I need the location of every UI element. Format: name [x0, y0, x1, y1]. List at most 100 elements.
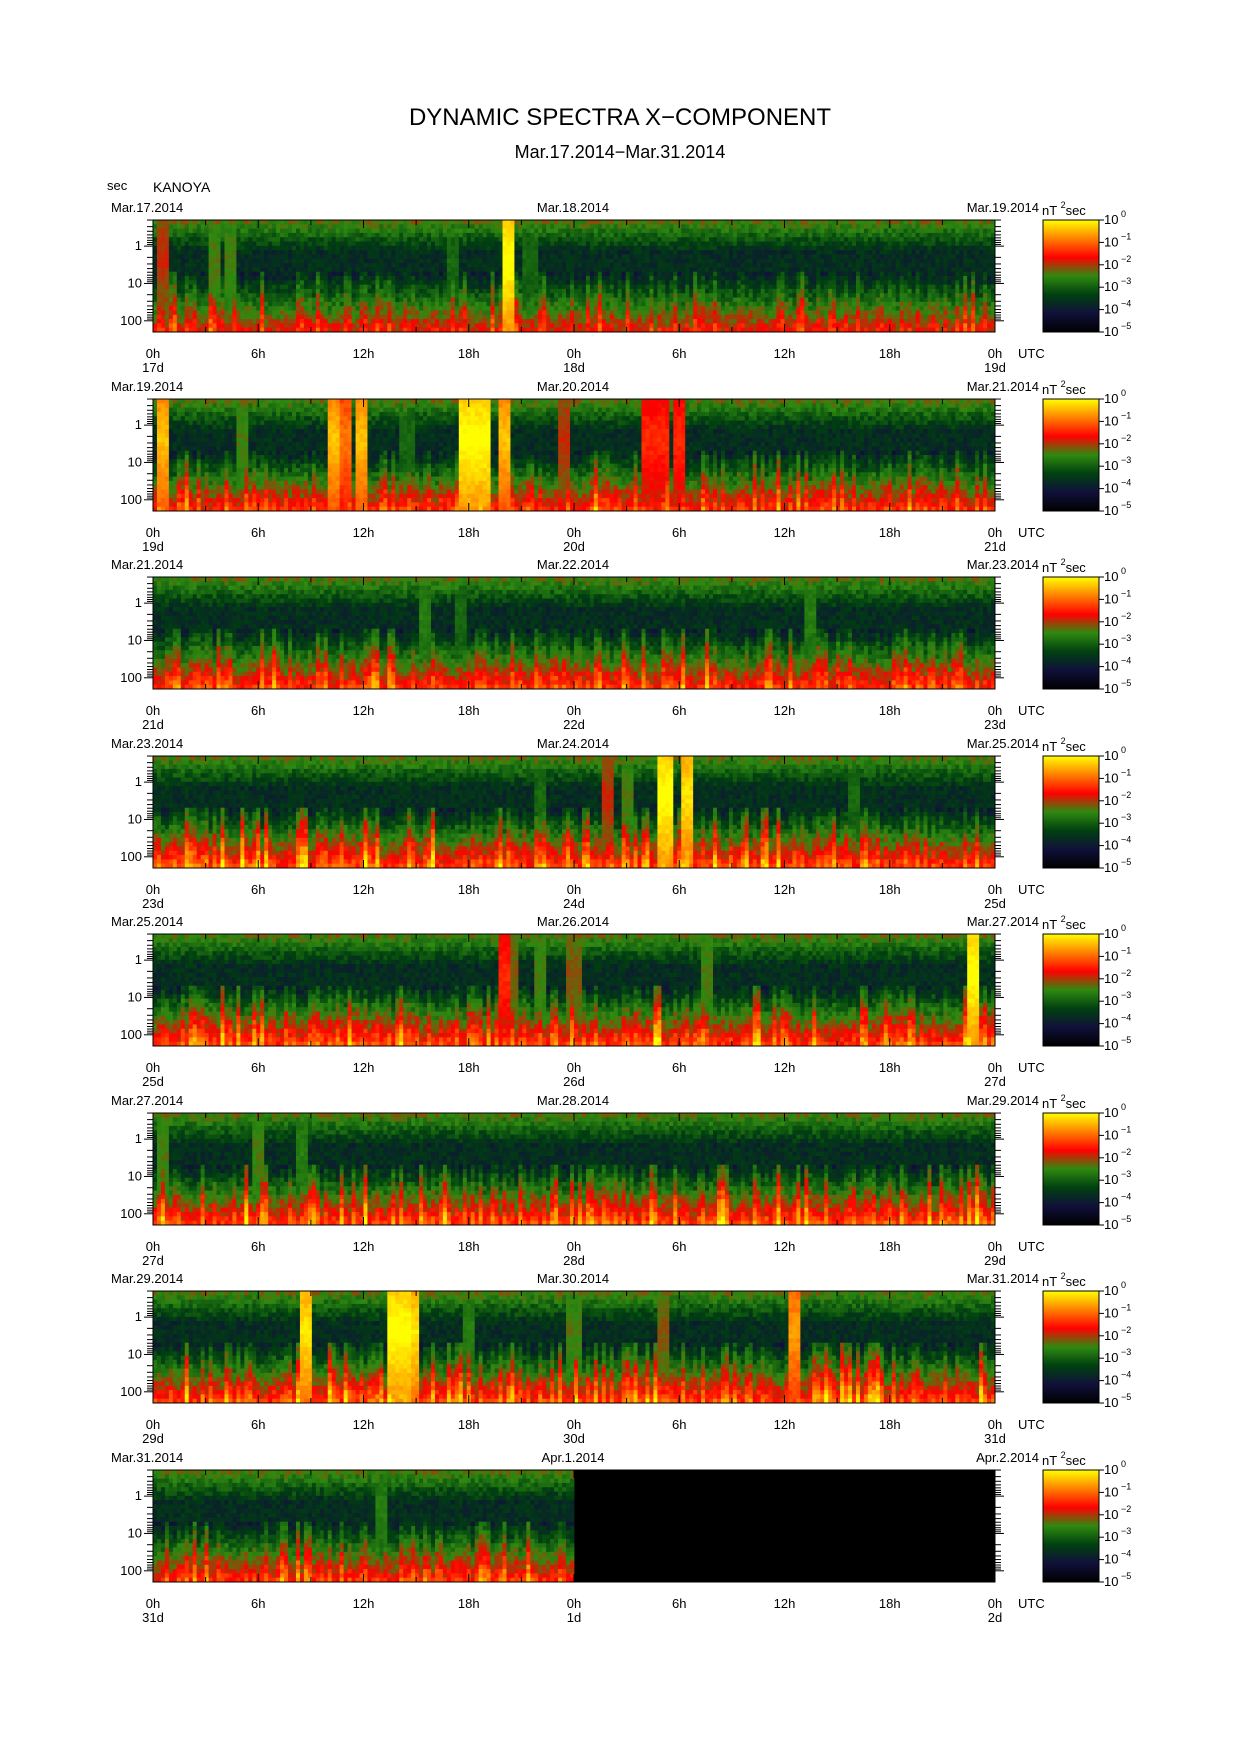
colorbar-tick-label: 10 [1104, 458, 1118, 473]
colorbar-tick-label: 10 [1104, 1038, 1118, 1053]
day-label: 1d [567, 1610, 581, 1625]
y-tick-label: 1 [135, 952, 142, 967]
x-tick-label: 12h [774, 1060, 796, 1075]
colorbar-tick-label: 10 [1104, 1395, 1118, 1410]
colorbar-tick-label: 10 [1104, 659, 1118, 674]
x-tick-label: 0h [146, 525, 160, 540]
colorbar-tick-exponent: 0 [1121, 1459, 1126, 1469]
colorbar-tick-label: 10 [1104, 435, 1118, 450]
x-tick-label: 12h [353, 703, 375, 718]
day-label: 23d [142, 896, 164, 911]
colorbar [1042, 1112, 1100, 1225]
colorbar-unit-exponent: 2 [1061, 914, 1066, 924]
colorbar-tick-exponent: −4 [1121, 656, 1131, 666]
x-tick-label: 0h [567, 346, 581, 361]
day-label: 25d [984, 896, 1006, 911]
date-range-subtitle: Mar.17.2014−Mar.31.2014 [0, 142, 1240, 163]
colorbar-unit-label: nT 2sec [1042, 1450, 1086, 1468]
panel-date-label: Mar.28.2014 [537, 1093, 609, 1108]
x-tick-label: 0h [567, 882, 581, 897]
x-tick-label: 0h [146, 1417, 160, 1432]
x-tick-label: 18h [879, 1239, 901, 1254]
colorbar-tick-exponent: −5 [1121, 1571, 1131, 1581]
colorbar-tick-label: 10 [1104, 1149, 1118, 1164]
day-label: 23d [984, 717, 1006, 732]
colorbar-tick-label: 10 [1104, 815, 1118, 830]
colorbar-unit-label: nT 2sec [1042, 914, 1086, 932]
spectrogram-cells [153, 755, 996, 868]
y-tick-label: 10 [128, 632, 142, 647]
x-tick-label: 0h [988, 346, 1002, 361]
x-axis-unit: UTC [1018, 703, 1045, 718]
colorbar [1042, 1290, 1100, 1404]
page-title: DYNAMIC SPECTRA X−COMPONENT [0, 104, 1240, 132]
day-label: 21d [984, 539, 1006, 554]
colorbar-tick-label: 10 [1104, 926, 1118, 941]
colorbar [1042, 219, 1100, 333]
colorbar-tick-exponent: −2 [1121, 254, 1131, 264]
day-label: 19d [142, 539, 164, 554]
colorbar-tick-exponent: −3 [1121, 633, 1131, 643]
panel-date-label: Mar.29.2014 [111, 1271, 183, 1286]
x-tick-label: 18h [458, 1239, 480, 1254]
panel-date-label: Mar.31.2014 [967, 1271, 1039, 1286]
x-tick-label: 12h [353, 1060, 375, 1075]
colorbar-tick-exponent: −5 [1121, 1214, 1131, 1224]
colorbar-tick-exponent: −3 [1121, 1347, 1131, 1357]
colorbar-unit-base: nT [1042, 917, 1057, 932]
day-label: 25d [142, 1074, 164, 1089]
panel-date-label: Mar.31.2014 [111, 1450, 183, 1465]
x-tick-label: 12h [353, 1596, 375, 1611]
panel-date-label: Mar.20.2014 [537, 379, 609, 394]
colorbar-tick-label: 10 [1104, 614, 1118, 629]
colorbar-tick-label: 10 [1104, 636, 1118, 651]
x-tick-label: 12h [353, 1417, 375, 1432]
colorbar-tick-exponent: 0 [1121, 209, 1126, 219]
colorbar-unit-exponent: 2 [1061, 1271, 1066, 1281]
colorbar-tick-exponent: −4 [1121, 1548, 1131, 1558]
day-label: 21d [142, 717, 164, 732]
colorbar-unit-exponent: 2 [1061, 200, 1066, 210]
day-label: 24d [563, 896, 585, 911]
colorbar-tick-label: 10 [1104, 681, 1118, 696]
colorbar-unit-exponent: 2 [1061, 1450, 1066, 1460]
colorbar-tick-exponent: −2 [1121, 611, 1131, 621]
y-tick-label: 1 [135, 1488, 142, 1503]
panel-date-label: Mar.29.2014 [967, 1093, 1039, 1108]
day-label: 18d [563, 360, 585, 375]
day-label: 28d [563, 1253, 585, 1268]
colorbar [1042, 398, 1100, 511]
spectra-panel: Mar.29.2014 Mar.30.2014 Mar.31.2014 nT 2sec… [0, 1271, 1240, 1451]
panel-date-label: Mar.25.2014 [111, 914, 183, 929]
x-tick-label: 0h [146, 882, 160, 897]
panel-date-label: Apr.2.2014 [976, 1450, 1039, 1465]
panel-date-label: Mar.23.2014 [111, 736, 183, 751]
y-tick-label: 10 [128, 989, 142, 1004]
x-tick-label: 6h [251, 346, 265, 361]
colorbar-tick-label: 10 [1104, 1283, 1118, 1298]
x-axis-unit: UTC [1018, 1239, 1045, 1254]
x-tick-label: 6h [251, 525, 265, 540]
colorbar-tick-exponent: −1 [1121, 767, 1131, 777]
colorbar-tick-label: 10 [1104, 302, 1118, 317]
x-axis-unit: UTC [1018, 1417, 1045, 1432]
x-tick-label: 0h [146, 703, 160, 718]
colorbar-unit-exponent: 2 [1061, 1093, 1066, 1103]
colorbar-tick-label: 10 [1104, 257, 1118, 272]
colorbar-tick-exponent: −4 [1121, 1370, 1131, 1380]
colorbar-unit-sec: sec [1066, 917, 1086, 932]
day-label: 29d [142, 1431, 164, 1446]
colorbar-tick-label: 10 [1104, 748, 1118, 763]
x-tick-label: 12h [774, 882, 796, 897]
colorbar-tick-label: 10 [1104, 503, 1118, 518]
x-tick-label: 12h [353, 1239, 375, 1254]
x-tick-label: 0h [988, 703, 1002, 718]
x-tick-label: 6h [672, 1596, 686, 1611]
panel-date-label: Mar.24.2014 [537, 736, 609, 751]
panel-date-label: Mar.18.2014 [537, 200, 609, 215]
colorbar-tick-exponent: −4 [1121, 834, 1131, 844]
colorbar-unit-exponent: 2 [1061, 379, 1066, 389]
y-tick-label: 1 [135, 1131, 142, 1146]
x-tick-label: 6h [251, 1239, 265, 1254]
